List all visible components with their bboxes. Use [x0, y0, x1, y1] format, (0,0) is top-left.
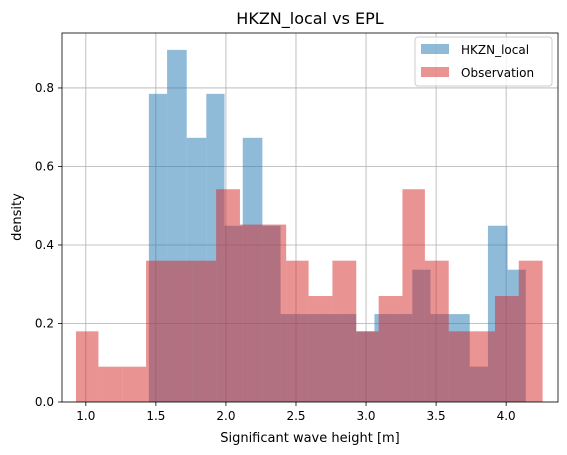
- legend-label-observation: Observation: [461, 66, 534, 80]
- bar-observation: [424, 260, 449, 402]
- x-axis-label: Significant wave height [m]: [220, 431, 400, 446]
- y-tick-label: 0.2: [35, 316, 54, 330]
- x-tick-label: 3.0: [356, 409, 375, 423]
- legend-label-hkzn-local: HKZN_local: [461, 43, 529, 57]
- axis-ticks: 1.0 1.5 2.0 2.5 3.0 3.5 4.0 0.0 0.2 0.4 0.6 0.8: [35, 81, 516, 423]
- y-tick-label: 0.6: [35, 159, 54, 173]
- bar-observation: [494, 296, 519, 402]
- x-tick-label: 1.0: [76, 409, 95, 423]
- legend-box: [414, 36, 553, 87]
- x-tick-label: 3.5: [427, 409, 446, 423]
- bar-observation: [192, 260, 217, 402]
- bar-observation: [402, 189, 425, 402]
- x-tick-label: 4.0: [497, 409, 516, 423]
- bar-observation: [356, 331, 379, 402]
- plot-frame: [61, 32, 559, 403]
- bar-observation: [216, 189, 240, 402]
- bar-observation: [332, 260, 357, 402]
- bar-observation: [286, 260, 309, 402]
- bar-observation: [98, 366, 123, 402]
- bar-observation: [518, 260, 543, 402]
- bar-observation: [448, 331, 473, 402]
- x-tick-label: 2.5: [286, 409, 305, 423]
- x-tick-label: 1.5: [146, 409, 165, 423]
- chart-title: HKZN_local vs EPL: [236, 9, 383, 29]
- bar-observation: [378, 296, 403, 402]
- legend: HKZN_local Observation: [414, 36, 553, 87]
- legend-swatch-hkzn-local: [421, 44, 449, 54]
- histogram-bars: [76, 49, 543, 403]
- y-tick-label: 0.0: [35, 395, 54, 409]
- x-tick-label: 2.0: [216, 409, 235, 423]
- y-tick-label: 0.8: [35, 81, 54, 95]
- y-axis-label: density: [10, 193, 25, 241]
- bar-observation: [239, 224, 263, 402]
- bar-observation: [146, 260, 170, 402]
- bar-observation: [308, 296, 333, 402]
- legend-swatch-observation: [421, 67, 449, 77]
- y-tick-label: 0.4: [35, 238, 54, 252]
- bar-observation: [122, 366, 147, 402]
- bar-observation: [169, 260, 193, 402]
- bar-observation: [76, 331, 99, 402]
- bar-observation: [262, 224, 287, 402]
- bar-observation: [472, 331, 495, 402]
